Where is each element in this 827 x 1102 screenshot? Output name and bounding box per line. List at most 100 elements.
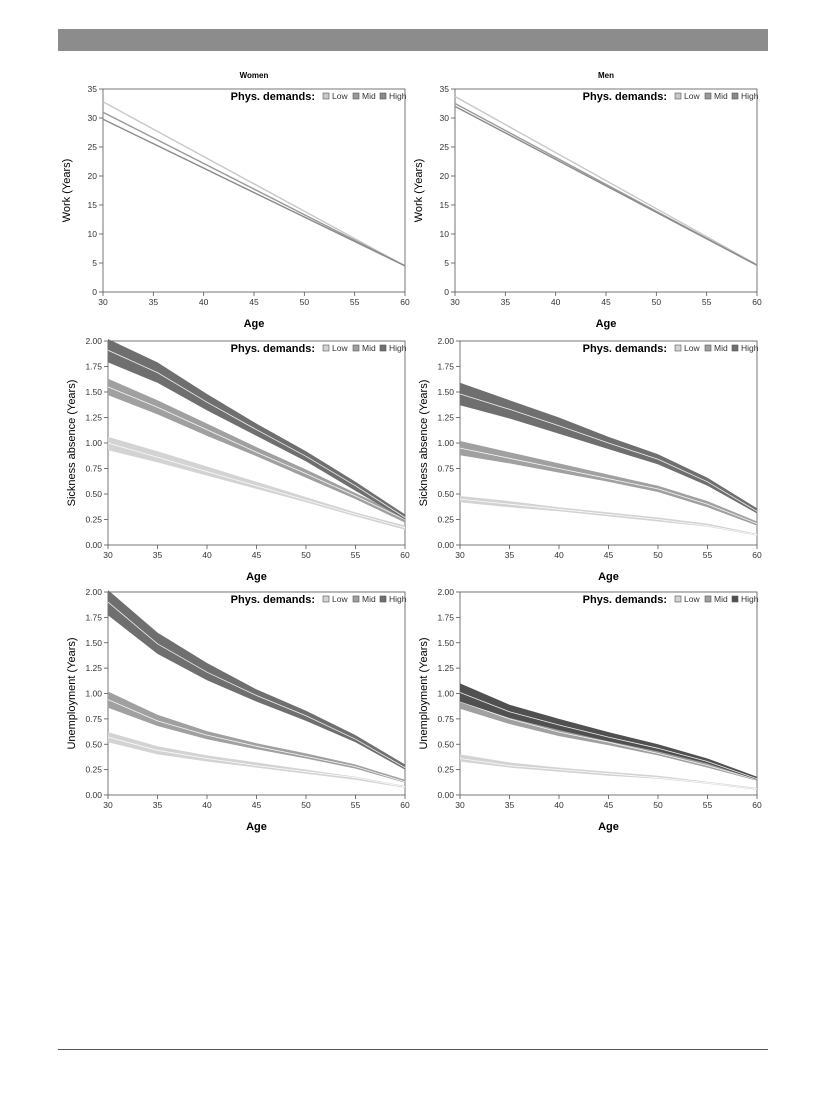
series-mid xyxy=(107,691,406,783)
x-tick-label: 30 xyxy=(450,297,460,307)
x-tick-label: 55 xyxy=(351,800,361,810)
y-tick-label: 1.25 xyxy=(85,413,102,423)
y-axis-title: Work (Years) xyxy=(413,159,425,223)
legend: Phys. demands: Low Mid High xyxy=(583,343,759,355)
y-tick-label: 0.25 xyxy=(437,765,454,775)
legend-label-mid: Mid xyxy=(362,343,376,353)
y-tick-label: 0.75 xyxy=(437,714,454,724)
x-tick-label: 30 xyxy=(103,550,113,560)
legend-label-mid: Mid xyxy=(362,91,376,101)
series-low xyxy=(454,95,758,266)
legend-label-low: Low xyxy=(684,343,700,353)
series-low xyxy=(459,754,758,790)
ci-band-low xyxy=(460,496,757,536)
x-tick-label: 60 xyxy=(752,297,762,307)
y-tick-label: 1.00 xyxy=(85,689,102,699)
series-mid xyxy=(102,111,406,267)
legend-label-high: High xyxy=(389,91,407,101)
legend-label-mid: Mid xyxy=(714,343,728,353)
legend: Phys. demands: Low Mid High xyxy=(231,594,407,606)
legend-label-low: Low xyxy=(684,594,700,604)
x-tick-label: 50 xyxy=(653,550,663,560)
plot-frame xyxy=(454,88,758,293)
y-tick-label: 0.75 xyxy=(85,464,102,474)
y-tick-label: 0 xyxy=(92,287,97,297)
y-tick-label: 0.00 xyxy=(85,540,102,550)
series-low xyxy=(107,436,406,530)
x-axis-title: Age xyxy=(596,318,617,330)
chart-panel-2: Men 30 35 40 45 50 55 60 0 5 10 15 20 25 30 35 Age Work (… xyxy=(413,71,762,330)
y-tick-label: 1.75 xyxy=(437,612,454,622)
x-tick-label: 45 xyxy=(604,800,614,810)
x-tick-label: 50 xyxy=(301,800,311,810)
x-tick-label: 45 xyxy=(252,800,262,810)
y-tick-label: 2.00 xyxy=(85,587,102,597)
chart-panel-3: 30 35 40 45 50 55 60 0.00 0.25 0.50 0.75 1.00 1.25 1.… xyxy=(66,336,410,583)
legend-swatch-low xyxy=(674,344,682,352)
series-mid xyxy=(459,441,758,526)
y-tick-label: 0.25 xyxy=(85,765,102,775)
y-tick-label: 0.00 xyxy=(85,790,102,800)
y-tick-label: 1.00 xyxy=(437,689,454,699)
y-tick-label: 0.50 xyxy=(437,739,454,749)
estimate-line-low xyxy=(459,758,758,790)
legend-label-high: High xyxy=(389,343,407,353)
legend-label-high: High xyxy=(741,343,759,353)
estimate-line-mid xyxy=(107,699,406,783)
estimate-line-high xyxy=(459,692,758,780)
x-tick-label: 55 xyxy=(350,297,360,307)
y-tick-label: 30 xyxy=(440,113,450,123)
x-axis-title: Age xyxy=(246,571,267,583)
x-tick-label: 35 xyxy=(153,550,163,560)
y-tick-label: 10 xyxy=(440,229,450,239)
y-tick-label: 0.75 xyxy=(437,464,454,474)
y-tick-label: 25 xyxy=(440,142,450,152)
y-axis-title: Sickness absence (Years) xyxy=(66,380,78,507)
series-low xyxy=(459,496,758,536)
chart-panel-5: 30 35 40 45 50 55 60 0.00 0.25 0.50 0.75 1.00 1.25 1.… xyxy=(66,587,410,833)
legend-label-high: High xyxy=(741,594,759,604)
y-tick-label: 1.75 xyxy=(85,362,102,372)
y-tick-label: 35 xyxy=(88,84,98,94)
y-tick-label: 0.00 xyxy=(437,790,454,800)
legend-swatch-low xyxy=(322,595,330,603)
y-tick-label: 0.00 xyxy=(437,540,454,550)
series-mid xyxy=(459,695,758,781)
legend-swatch-high xyxy=(731,344,739,352)
y-tick-label: 2.00 xyxy=(437,336,454,346)
legend-label-low: Low xyxy=(332,343,348,353)
x-axis-title: Age xyxy=(244,318,265,330)
legend-swatch-high xyxy=(379,344,387,352)
y-tick-label: 20 xyxy=(440,171,450,181)
legend-label-mid: Mid xyxy=(362,594,376,604)
ci-band-mid xyxy=(460,441,757,526)
chart-panel-6: 30 35 40 45 50 55 60 0.00 0.25 0.50 0.75 1.00 1.25 1.… xyxy=(418,587,762,833)
panel-title: Men xyxy=(598,71,614,80)
footer-rule xyxy=(58,1049,768,1050)
legend-swatch-mid xyxy=(704,595,712,603)
legend: Phys. demands: Low Mid High xyxy=(231,343,407,355)
x-tick-label: 35 xyxy=(153,800,163,810)
legend-swatch-low xyxy=(674,595,682,603)
legend-label-high: High xyxy=(741,91,759,101)
estimate-line-mid xyxy=(459,701,758,781)
series-high xyxy=(459,683,758,780)
x-tick-label: 60 xyxy=(400,550,410,560)
legend-swatch-mid xyxy=(352,92,360,100)
estimate-line-low xyxy=(107,442,406,529)
y-tick-label: 5 xyxy=(444,258,449,268)
y-axis-title: Unemployment (Years) xyxy=(418,637,430,749)
ci-band-low xyxy=(108,732,405,788)
ci-band-mid xyxy=(108,691,405,783)
x-tick-label: 45 xyxy=(252,550,262,560)
y-tick-label: 0.25 xyxy=(85,515,102,525)
legend-swatch-high xyxy=(379,595,387,603)
y-tick-label: 0.50 xyxy=(437,489,454,499)
x-tick-label: 50 xyxy=(652,297,662,307)
x-axis-title: Age xyxy=(246,821,267,833)
y-tick-label: 1.25 xyxy=(437,663,454,673)
y-tick-label: 25 xyxy=(88,142,98,152)
x-tick-label: 55 xyxy=(351,550,361,560)
series-line-high xyxy=(454,105,758,266)
